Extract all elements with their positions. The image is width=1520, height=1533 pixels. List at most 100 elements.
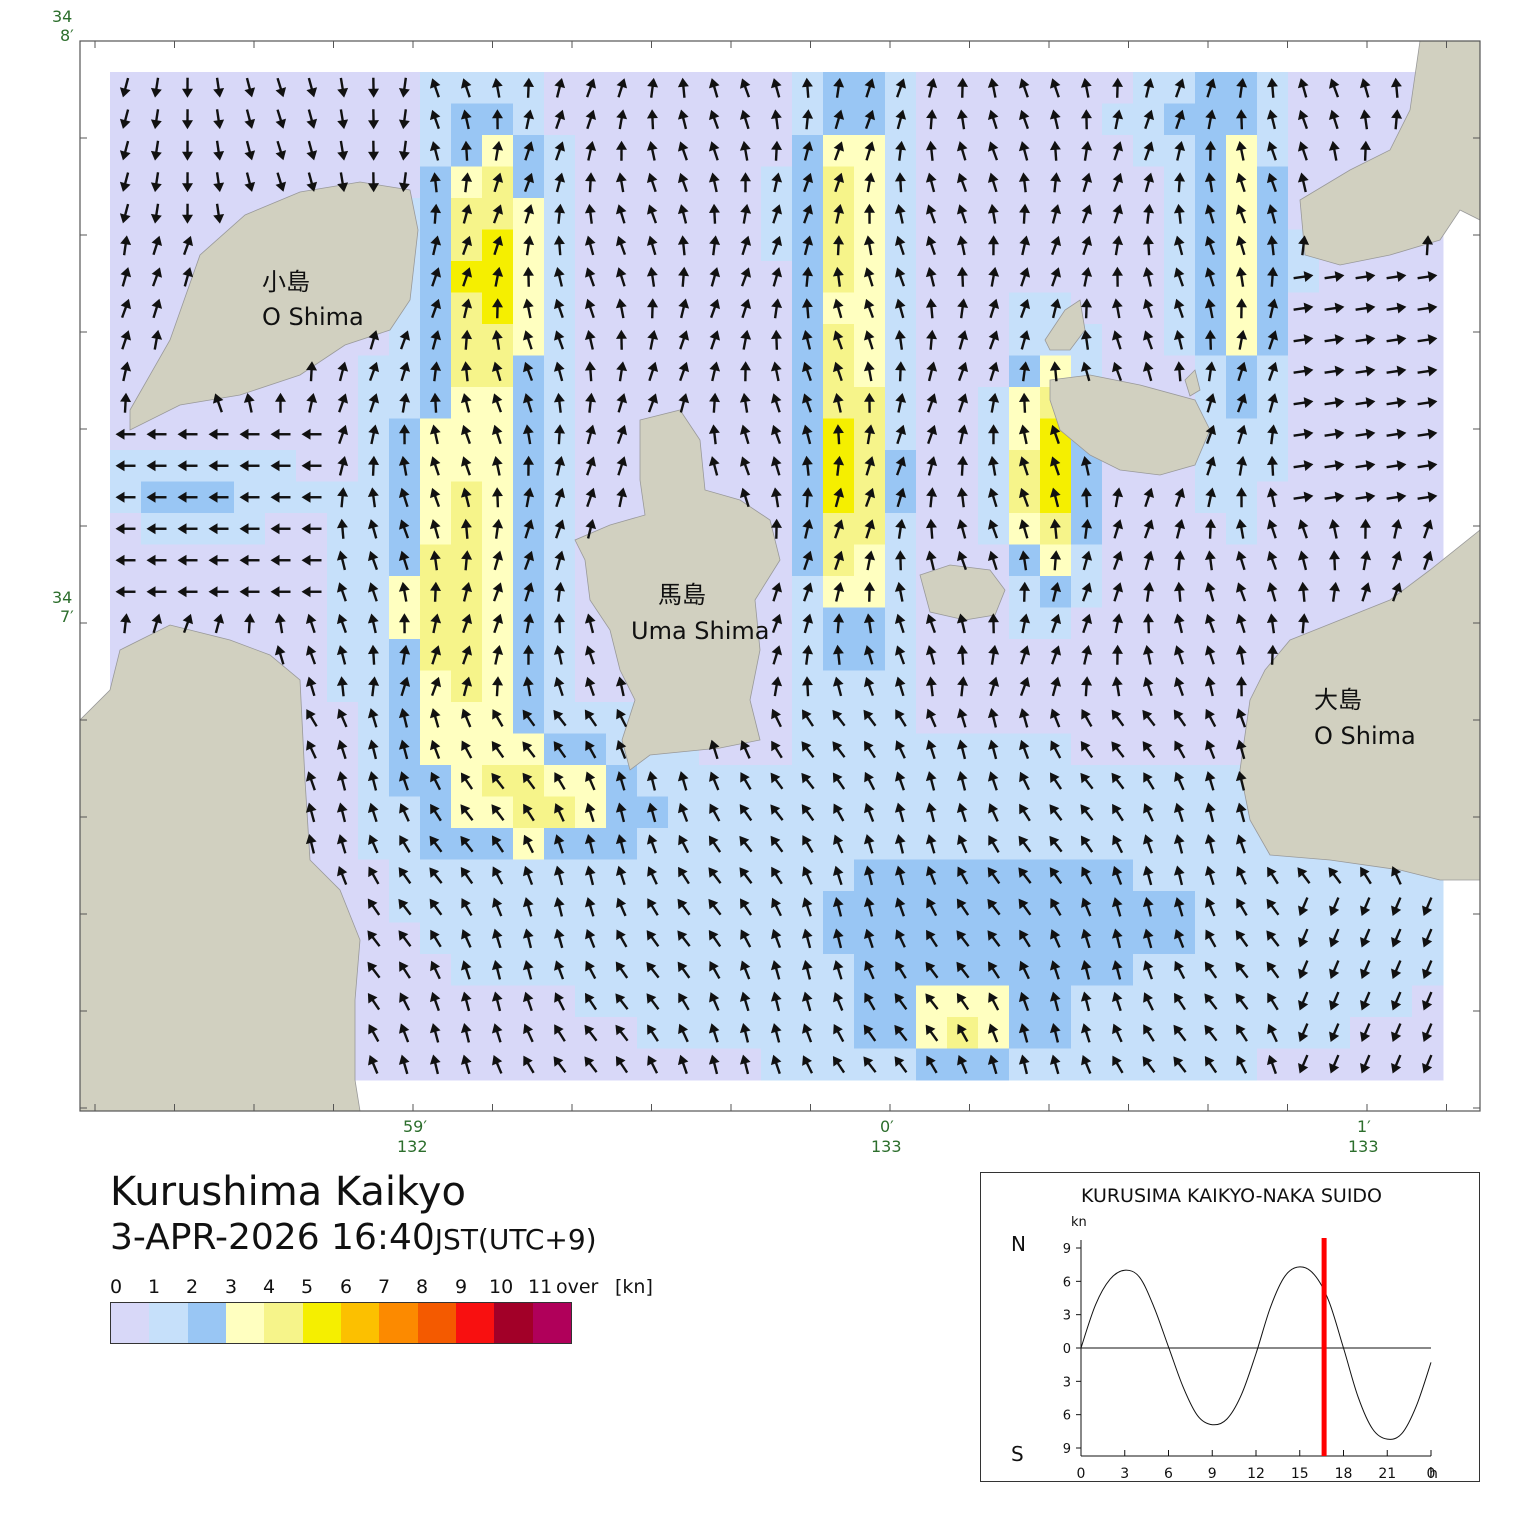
- current-arrow: [244, 140, 256, 161]
- current-arrow: [213, 109, 225, 130]
- current-arrow: [1328, 550, 1340, 571]
- current-arrow: [864, 740, 876, 759]
- current-arrow: [770, 361, 782, 382]
- current-arrow: [863, 392, 875, 413]
- current-arrow: [492, 204, 504, 224]
- current-arrow: [771, 518, 783, 539]
- current-arrow: [1422, 960, 1433, 979]
- current-arrow: [987, 109, 999, 130]
- current-arrow: [1111, 960, 1123, 980]
- current-arrow: [708, 172, 720, 193]
- current-arrow: [925, 518, 937, 539]
- current-arrow: [1142, 834, 1154, 854]
- current-arrow: [1080, 772, 1094, 790]
- lon-label-132-59: 59′ 132: [397, 1117, 428, 1156]
- current-arrow: [1355, 491, 1376, 503]
- current-arrow: [398, 613, 410, 634]
- current-arrow: [770, 109, 782, 130]
- current-arrow: [1386, 271, 1407, 283]
- current-arrow: [864, 172, 876, 193]
- current-arrow: [1143, 803, 1154, 822]
- current-arrow: [1236, 393, 1248, 413]
- current-arrow: [1080, 1023, 1092, 1043]
- current-arrow: [770, 991, 782, 1012]
- current-arrow: [833, 991, 844, 1011]
- current-arrow: [553, 392, 565, 413]
- current-arrow: [677, 1054, 689, 1075]
- current-arrow: [398, 519, 410, 539]
- current-arrow: [802, 709, 814, 727]
- current-arrow: [1173, 203, 1185, 224]
- current-arrow: [1080, 835, 1094, 853]
- current-arrow: [1143, 141, 1155, 161]
- current-arrow: [429, 550, 441, 571]
- current-arrow: [833, 834, 844, 854]
- current-arrow: [1386, 428, 1407, 440]
- current-arrow: [399, 361, 411, 382]
- current-arrow: [306, 361, 318, 382]
- current-arrow: [678, 393, 690, 413]
- current-arrow: [1267, 866, 1279, 885]
- current-arrow: [833, 550, 845, 571]
- current-arrow: [1293, 397, 1314, 409]
- current-arrow: [1235, 518, 1247, 539]
- current-arrow: [399, 803, 410, 822]
- current-arrow: [460, 960, 472, 980]
- current-arrow: [740, 329, 752, 350]
- current-arrow: [1018, 109, 1030, 130]
- tide-x-unit: h: [1429, 1466, 1438, 1481]
- current-arrow: [863, 709, 877, 727]
- current-arrow: [430, 298, 442, 319]
- legend-label-over: over: [556, 1276, 599, 1298]
- current-arrow: [801, 298, 813, 319]
- land-islet-c: [919, 564, 1006, 621]
- current-arrow: [1204, 993, 1218, 1010]
- current-arrow: [646, 204, 658, 224]
- current-arrow: [367, 898, 381, 916]
- current-arrow: [957, 834, 968, 854]
- current-arrow: [708, 930, 722, 948]
- current-arrow: [615, 298, 627, 319]
- current-arrow: [1049, 487, 1061, 508]
- current-arrow: [585, 109, 597, 130]
- current-arrow: [1081, 645, 1093, 665]
- current-arrow: [895, 361, 907, 382]
- current-arrow: [430, 929, 442, 948]
- current-arrow: [1173, 1024, 1187, 1042]
- current-arrow: [1329, 1054, 1340, 1074]
- current-arrow: [398, 172, 410, 193]
- o-shima-large-en: O Shima: [1314, 722, 1416, 750]
- current-arrow: [1360, 866, 1372, 885]
- current-arrow: [584, 298, 596, 319]
- current-arrow: [1018, 739, 1030, 760]
- current-arrow: [492, 550, 504, 571]
- current-arrow: [1235, 487, 1247, 508]
- current-arrow: [182, 267, 194, 287]
- current-arrow: [337, 424, 349, 445]
- current-arrow: [709, 992, 720, 1011]
- current-arrow: [1112, 519, 1124, 539]
- current-arrow: [301, 554, 322, 566]
- current-arrow: [1386, 460, 1407, 472]
- current-arrow: [523, 803, 535, 822]
- current-arrow: [1360, 897, 1371, 916]
- current-arrow: [584, 267, 596, 287]
- current-arrow: [491, 991, 503, 1012]
- current-arrow: [1235, 961, 1249, 979]
- current-arrow: [1355, 365, 1376, 377]
- current-arrow: [677, 898, 691, 916]
- lon-label-133-0: 0′ 133: [871, 1117, 902, 1156]
- current-arrow: [460, 867, 474, 885]
- map-frame: [79, 40, 1481, 1112]
- current-arrow: [1050, 235, 1062, 256]
- current-arrow: [895, 487, 907, 508]
- current-arrow: [832, 741, 846, 758]
- current-arrow: [802, 519, 814, 539]
- current-arrow: [336, 645, 348, 665]
- legend-swatch-10: [494, 1303, 533, 1343]
- current-arrow: [770, 1054, 782, 1075]
- current-arrow: [894, 550, 906, 571]
- current-arrow: [1019, 929, 1031, 948]
- current-arrow: [585, 740, 597, 759]
- current-arrow: [1298, 1023, 1309, 1042]
